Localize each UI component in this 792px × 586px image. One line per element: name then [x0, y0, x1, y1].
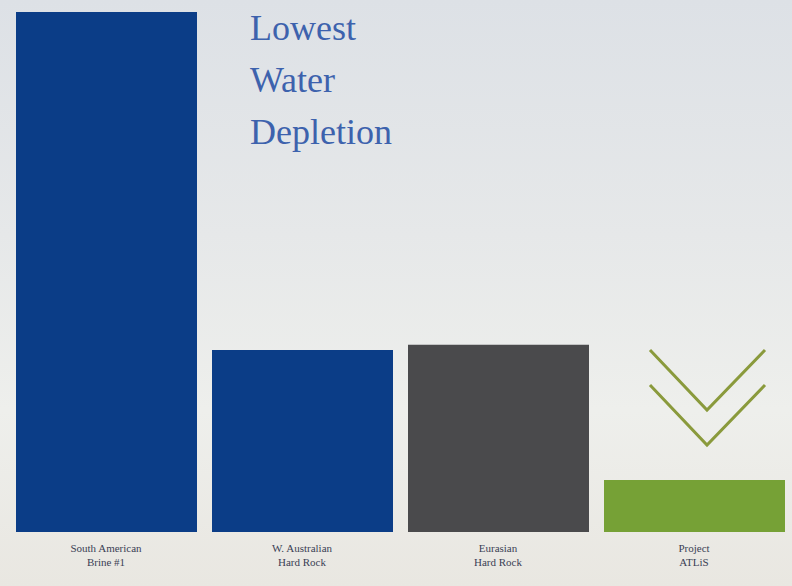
html-text:Lowest: Lowest [250, 8, 356, 48]
svg-text:ProjectATLiS: ProjectATLiS [678, 542, 709, 568]
svg-text:W. AustralianHard Rock: W. AustralianHard Rock [272, 542, 333, 568]
svg-text:South AmericanBrine #1: South AmericanBrine #1 [70, 542, 142, 568]
html-text:Depletion: Depletion [250, 112, 392, 152]
svg-text:EurasianHard Rock: EurasianHard Rock [474, 542, 522, 568]
html-text:Water: Water [250, 60, 335, 100]
